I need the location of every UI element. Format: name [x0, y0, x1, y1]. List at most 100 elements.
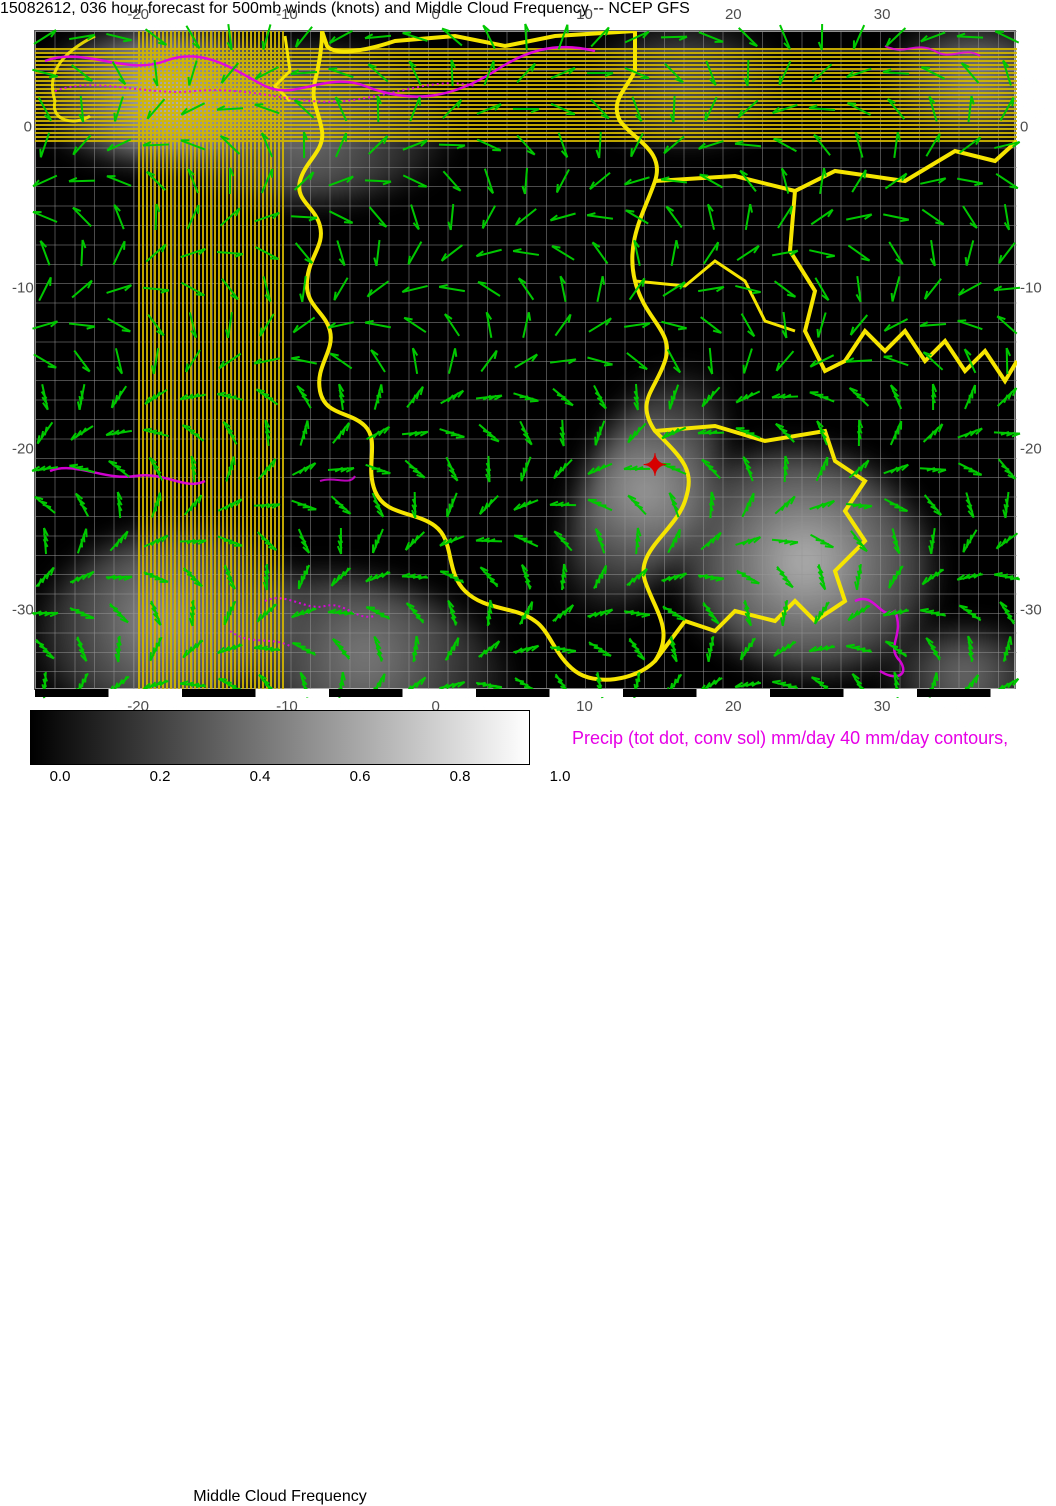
wind-barb	[584, 273, 615, 304]
wind-barb	[400, 633, 430, 665]
wind-barb	[771, 129, 799, 160]
wind-barb	[772, 274, 798, 305]
wind-barb	[290, 633, 319, 665]
wind-barb	[141, 97, 171, 122]
wind-barb	[734, 386, 762, 407]
wind-barb	[437, 561, 466, 593]
wind-barb	[732, 273, 763, 304]
wind-barb	[474, 493, 503, 516]
wind-barb	[364, 423, 391, 443]
wind-barb	[517, 276, 536, 303]
wind-barb	[845, 458, 874, 480]
wind-barb	[474, 240, 504, 265]
wind-barb	[922, 491, 943, 519]
wind-barb	[473, 203, 504, 231]
wind-barb	[882, 315, 909, 335]
wind-barb	[585, 345, 616, 376]
wind-barb	[807, 381, 837, 413]
wind-barb	[921, 346, 945, 376]
wind-barb	[327, 201, 356, 233]
wind-barb	[659, 237, 690, 268]
wind-barb	[549, 417, 577, 448]
wind-barb	[772, 166, 797, 196]
wind-barb	[214, 95, 245, 123]
wind-barb	[586, 458, 614, 480]
wind-barb	[843, 633, 874, 664]
wind-barb	[103, 94, 134, 125]
wind-barb	[548, 457, 578, 481]
wind-barb	[919, 57, 948, 89]
wind-barb	[251, 311, 282, 339]
wind-barb	[179, 453, 207, 484]
wind-barb	[105, 489, 133, 520]
wind-barb	[549, 237, 577, 268]
wind-barb	[401, 489, 430, 521]
wind-barb	[403, 454, 427, 484]
wind-barb	[880, 274, 911, 305]
cloud-frequency-gradient	[30, 710, 530, 765]
wind-barb	[68, 93, 96, 124]
wind-barb	[30, 420, 61, 447]
wind-barb	[29, 598, 61, 627]
wind-barb	[732, 490, 764, 519]
wind-barb	[330, 95, 351, 123]
wind-barb	[438, 243, 465, 263]
wind-barb	[477, 418, 502, 448]
wind-barb	[807, 636, 838, 662]
wind-barb	[585, 25, 615, 49]
wind-barb	[771, 309, 799, 340]
wind-barb	[180, 418, 206, 449]
wind-barb	[401, 134, 430, 157]
wind-barb	[626, 491, 649, 520]
wind-barb	[288, 202, 320, 232]
wind-barb	[363, 453, 393, 485]
wind-barb	[584, 563, 616, 592]
wind-barb	[217, 352, 244, 371]
wind-barb	[809, 562, 834, 592]
wind-barb	[399, 94, 431, 124]
wind-barb	[623, 201, 651, 232]
wind-barb	[808, 525, 836, 556]
y-axis-tick-label: -10	[12, 279, 32, 296]
wind-barb	[218, 130, 242, 160]
wind-barb	[31, 170, 59, 191]
wind-barb	[843, 347, 874, 375]
wind-barb	[255, 526, 279, 556]
wind-barb	[362, 166, 394, 196]
x-axis-tick-label-top: 30	[874, 6, 891, 23]
wind-barb	[362, 526, 394, 556]
wind-barb	[104, 165, 134, 197]
wind-barb	[957, 598, 984, 629]
wind-barb	[770, 97, 800, 121]
wind-barb	[623, 566, 651, 587]
wind-barb	[292, 94, 316, 124]
wind-barb	[770, 349, 800, 374]
wind-barb	[547, 347, 578, 374]
wind-barb	[994, 202, 1021, 233]
map-plot-area[interactable]: ✦	[34, 30, 1016, 690]
wind-barb	[844, 312, 874, 337]
wind-barb	[622, 525, 652, 557]
wind-barb	[511, 381, 542, 412]
wind-barb	[735, 598, 760, 628]
wind-barb	[180, 310, 205, 340]
wind-barb	[550, 274, 576, 305]
wind-barb	[659, 93, 689, 125]
wind-barb	[103, 383, 134, 410]
wind-barb	[326, 525, 355, 557]
wind-barb	[404, 599, 425, 627]
wind-barb	[214, 598, 246, 627]
location-star-marker[interactable]: ✦	[642, 449, 667, 484]
wind-barb	[954, 166, 985, 197]
y-axis-tick-label-right: -20	[1020, 440, 1042, 457]
wind-barb	[880, 201, 911, 232]
wind-barb	[696, 21, 726, 53]
wind-barb	[66, 310, 98, 340]
wind-barb	[992, 132, 1022, 157]
wind-barb	[70, 202, 93, 231]
wind-barb	[625, 94, 648, 123]
wind-barb	[289, 129, 318, 161]
wind-barb	[473, 58, 505, 88]
wind-barb	[696, 133, 726, 157]
wind-barb	[215, 525, 245, 557]
